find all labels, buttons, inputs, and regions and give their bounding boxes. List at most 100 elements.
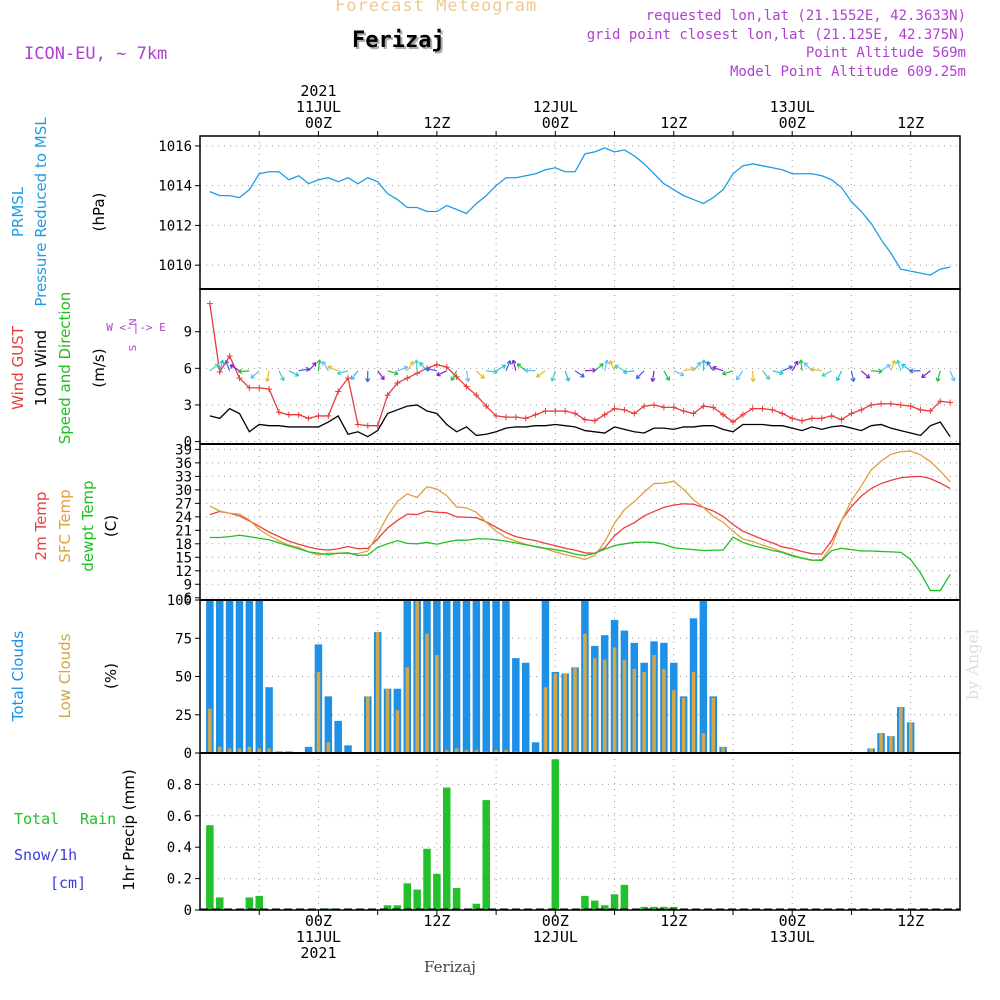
gust-marker: [463, 383, 470, 390]
y-tick-label: 21: [175, 523, 192, 539]
gust-marker: [325, 412, 332, 419]
total-cloud-bar: [235, 600, 244, 753]
low-cloud-bar: [237, 748, 242, 753]
ylabel-ms: (m/s): [90, 348, 108, 387]
wind-arrow: [288, 370, 299, 377]
gust-marker: [374, 422, 381, 429]
wind-arrow: [278, 370, 285, 381]
wind-arrow-head: [450, 376, 456, 381]
wind-arrow-head: [623, 369, 628, 375]
gust-marker: [660, 404, 667, 411]
gust-marker: [720, 411, 727, 418]
low-cloud-bar: [583, 633, 587, 753]
time-label-top: 11JUL: [296, 98, 341, 116]
wind-arrow: [225, 360, 231, 371]
wind-arrow-head: [350, 375, 356, 381]
label-cm: [cm]: [50, 874, 86, 892]
low-cloud-bar: [563, 673, 567, 753]
wind-arrow: [406, 361, 414, 372]
y-tick-label: 0.8: [167, 777, 192, 793]
wind-arrow-head: [635, 374, 641, 380]
low-cloud-bar: [444, 749, 449, 753]
wind-arrow-head: [550, 377, 556, 382]
wind-arrow-head: [403, 365, 409, 371]
rain-bar: [393, 905, 402, 910]
wind-arrow: [419, 362, 428, 372]
gust-marker: [631, 410, 638, 417]
panel-clouds: [195, 599, 961, 754]
y-tick-label: 33: [175, 469, 192, 485]
wind-arrow-head: [950, 376, 956, 382]
gust-marker: [433, 361, 440, 368]
wind-arrow: [486, 370, 498, 373]
wind-arrow-head: [603, 359, 609, 365]
wind-arrow: [673, 370, 685, 376]
wind-arrow-head: [706, 361, 711, 366]
time-label-bottom: 00Z: [305, 912, 332, 930]
chart-title: Forecast Meteogram: [335, 0, 538, 16]
wind-arrow: [551, 370, 556, 382]
wind-arrow-head: [250, 374, 256, 379]
low-cloud-bar: [227, 748, 232, 753]
wind-arrow-head: [312, 362, 317, 367]
wind-arrow-head: [935, 377, 941, 382]
low-cloud-bar: [435, 655, 439, 753]
y-tick-label: 0: [184, 435, 192, 451]
wind-arrow-head: [865, 373, 871, 379]
wind-arrow: [949, 370, 955, 382]
gust-marker: [858, 406, 865, 413]
wind-arrow: [495, 364, 506, 372]
y-tick-label: 1012: [158, 218, 192, 234]
wind-arrow-head: [516, 363, 522, 368]
time-label-bottom: 12Z: [660, 912, 687, 930]
wind-arrow-head: [214, 363, 220, 369]
ylabel-pct: (%): [102, 663, 120, 689]
wind-arrow: [693, 361, 702, 372]
ylabel-dewpt: dewpt Temp: [79, 480, 97, 571]
low-cloud-bar: [257, 748, 261, 753]
low-cloud-bar: [612, 647, 617, 753]
wind-arrow: [512, 359, 517, 371]
low-cloud-bar: [464, 749, 469, 753]
gust-marker: [947, 399, 954, 406]
gust-marker: [404, 375, 411, 382]
gust-marker: [532, 411, 539, 418]
ylabel-precip: 1hr Precip (mm): [120, 769, 138, 890]
low-cloud-bar: [454, 748, 459, 753]
gust-marker: [335, 388, 342, 395]
wind-arrow-head: [599, 363, 604, 368]
rain-bar: [452, 888, 461, 910]
gust-marker: [305, 415, 312, 422]
wind-arrow: [772, 370, 784, 375]
rain-bar: [581, 895, 589, 910]
rain-bar: [640, 906, 648, 910]
low-cloud-bar: [425, 633, 429, 753]
wind-arrow-head: [305, 366, 310, 372]
wind-arrow-head: [380, 375, 385, 381]
total-cloud-bar: [225, 600, 234, 753]
compass-s: S: [128, 345, 139, 351]
time-label-top: 12Z: [423, 114, 450, 132]
model-name: ICON-EU, ~ 7km: [24, 44, 168, 64]
wind-arrow: [574, 370, 585, 378]
wind-arrow-head: [465, 377, 471, 383]
low-cloud-bar: [671, 690, 676, 753]
wind-arrow-head: [679, 371, 685, 377]
ylabel-hpa: (hPa): [90, 193, 108, 232]
wind-arrow: [921, 370, 931, 379]
y-tick-label: 0: [184, 903, 192, 919]
ylabel-prmsl: PRMSL: [9, 186, 27, 237]
rain-bar: [403, 883, 412, 910]
wind-arrow-head: [793, 360, 799, 366]
wind-arrow: [821, 370, 832, 377]
gust-marker: [799, 417, 806, 424]
total-cloud-bar: [344, 745, 352, 753]
gust-marker: [384, 392, 391, 399]
wind-arrow: [722, 370, 734, 375]
wind-arrow-head: [511, 359, 517, 365]
y-tick-label: 1014: [158, 179, 192, 195]
rain-bar: [413, 889, 421, 910]
gust-marker: [473, 392, 480, 399]
wind-arrow-head: [921, 373, 926, 379]
wind-arrow-head: [608, 360, 614, 365]
